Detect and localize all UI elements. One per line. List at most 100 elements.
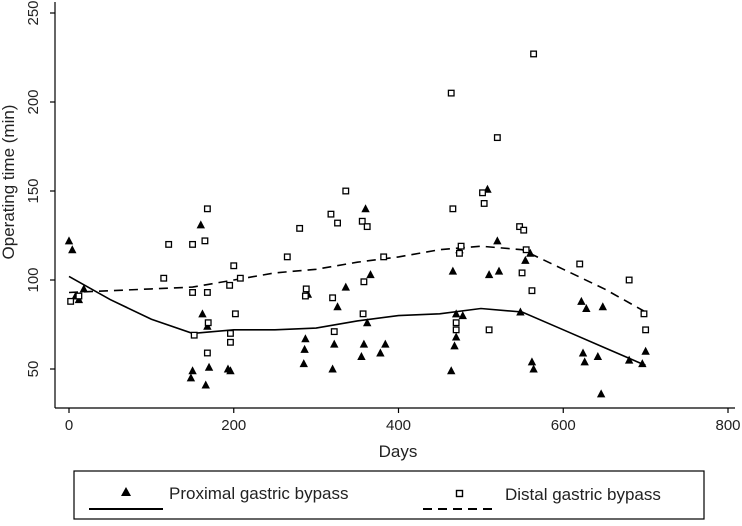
distal-point — [380, 253, 388, 261]
proximal-point — [381, 339, 390, 348]
proximal-point — [448, 266, 458, 275]
proximal-point — [188, 366, 197, 375]
distal-point — [625, 276, 633, 284]
x-tick-label: 200 — [221, 417, 246, 434]
proximal-point — [521, 255, 530, 264]
distal-point — [203, 349, 211, 357]
proximal-point — [362, 318, 372, 327]
distal-point — [493, 134, 501, 142]
distal-point — [329, 294, 337, 302]
proximal-point — [638, 359, 647, 368]
distal-point — [227, 329, 234, 337]
distal-point — [189, 240, 197, 248]
proximal-point — [451, 332, 461, 341]
distal-point — [189, 289, 197, 296]
proximal-point — [593, 352, 603, 361]
distal-point — [302, 285, 310, 293]
distal-point — [452, 319, 460, 327]
legend-proximal-marker — [121, 487, 131, 496]
legend-box — [73, 470, 705, 520]
proximal-point — [527, 357, 537, 366]
distal-point — [67, 297, 75, 305]
proximal-point — [68, 245, 77, 254]
distal-point — [640, 310, 648, 318]
distal-point — [457, 242, 465, 250]
data-points — [64, 50, 650, 398]
proximal-point — [204, 362, 214, 371]
distal-point — [447, 89, 455, 97]
distal-point — [296, 224, 304, 232]
proximal-point — [79, 284, 89, 293]
distal-point — [528, 287, 536, 295]
proximal-point — [376, 348, 385, 357]
distal-point — [75, 292, 83, 300]
x-tick-label: 0 — [65, 417, 73, 434]
distal-point — [480, 200, 488, 207]
y-tick-label: 200 — [25, 89, 42, 114]
distal-point — [165, 240, 173, 248]
legend-proximal-label: Proximal gastric bypass — [169, 484, 349, 503]
distal-point — [358, 217, 366, 225]
proximal-point — [582, 303, 591, 312]
distal-point — [231, 310, 239, 318]
y-tick-label: 250 — [25, 0, 42, 25]
axes: 50 100 150 200 250 0 200 400 600 800 — [25, 0, 741, 434]
distal-point — [230, 262, 238, 270]
proximal-point — [186, 373, 196, 382]
x-axis-title: Days — [379, 442, 418, 461]
distal-point — [204, 319, 212, 327]
proximal-point — [361, 204, 370, 213]
proximal-point — [300, 344, 309, 353]
distal-point — [160, 274, 168, 282]
legend-distal-label: Distal gastric bypass — [505, 485, 661, 504]
proximal-point — [596, 389, 606, 398]
distal-point — [576, 260, 584, 268]
proximal-point — [451, 309, 461, 318]
proximal-point — [299, 359, 308, 368]
distal-point — [327, 210, 335, 218]
proximal-point — [624, 355, 634, 364]
y-tick-label: 100 — [25, 267, 42, 292]
distal-point — [203, 289, 211, 296]
proximal-point — [301, 334, 310, 343]
distal-point — [456, 249, 463, 257]
proximal-point — [341, 282, 350, 291]
proximal-point — [330, 339, 339, 348]
proximal-point — [196, 220, 205, 229]
trend-line-distal — [68, 245, 646, 313]
distal-point — [516, 223, 524, 231]
x-tick-label: 400 — [386, 417, 411, 434]
distal-point — [283, 253, 291, 261]
proximal-point — [333, 302, 342, 311]
distal-point — [342, 187, 350, 195]
proximal-point — [458, 311, 467, 320]
y-tick-label: 50 — [25, 361, 42, 378]
distal-point — [190, 331, 198, 339]
proximal-point — [493, 236, 502, 245]
distal-point — [203, 205, 211, 213]
distal-point — [360, 278, 368, 286]
legend-distal-marker — [455, 489, 464, 498]
distal-point — [334, 219, 341, 227]
trend-lines — [68, 245, 646, 367]
proximal-point — [450, 341, 459, 350]
proximal-point — [494, 266, 504, 275]
distal-point — [227, 338, 234, 346]
distal-point — [485, 326, 493, 334]
distal-point — [449, 205, 457, 213]
distal-point — [359, 310, 367, 318]
x-tick-label: 600 — [551, 417, 576, 434]
proximal-point — [357, 352, 366, 361]
proximal-point — [201, 380, 210, 389]
distal-point — [522, 246, 530, 254]
proximal-point — [526, 248, 535, 257]
distal-point — [330, 328, 338, 336]
proximal-point — [226, 366, 235, 375]
proximal-point — [484, 270, 494, 279]
distal-point — [642, 326, 650, 334]
distal-point — [363, 223, 371, 231]
distal-point — [301, 292, 309, 300]
trend-line-proximal — [68, 275, 646, 367]
proximal-point — [580, 357, 589, 366]
